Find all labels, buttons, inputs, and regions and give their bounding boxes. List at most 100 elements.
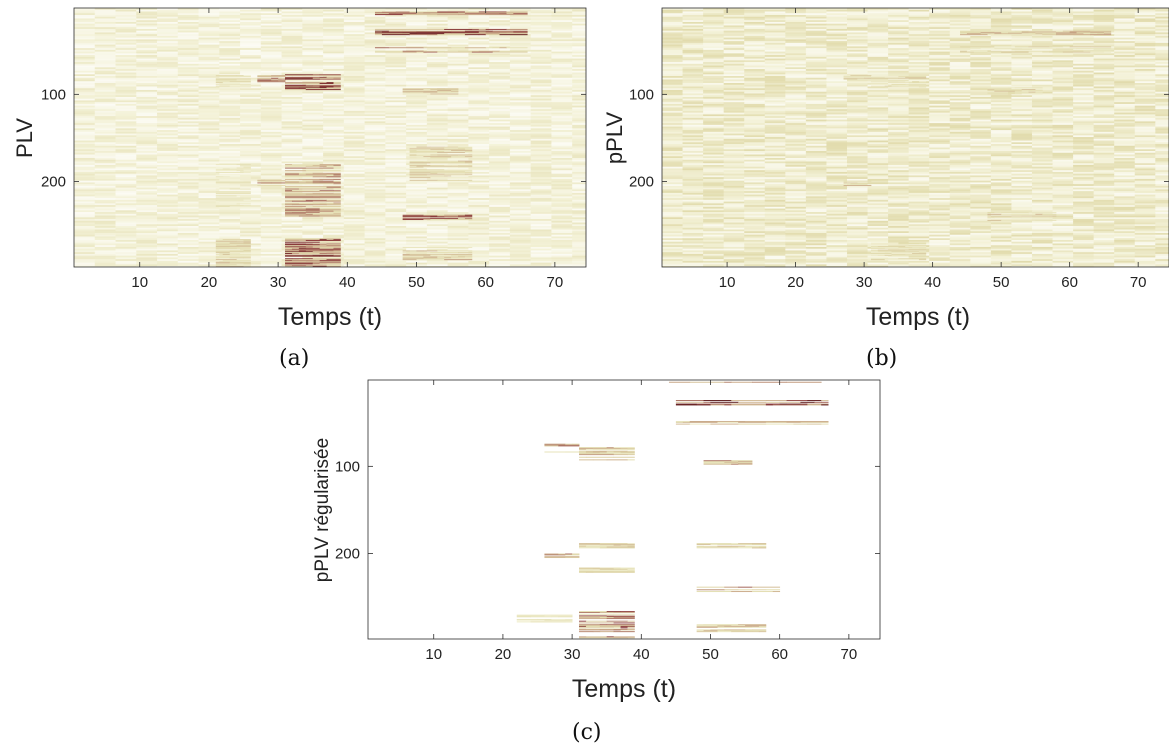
- heatmap-band-cell: [285, 175, 313, 176]
- heatmap-band-cell: [285, 183, 306, 184]
- heatmap-band-cell: [285, 203, 299, 204]
- heatmap-band-cell: [257, 75, 271, 76]
- heatmap-band-cell: [423, 215, 444, 216]
- heatmap-band-cell: [423, 47, 451, 48]
- heatmap-band-cell: [223, 239, 251, 240]
- heatmap-band-cell: [458, 218, 465, 219]
- heatmap-band-cell: [465, 247, 472, 248]
- heatmap-band-cell: [375, 51, 403, 52]
- heatmap-band-cell: [216, 240, 244, 241]
- x-tick-label: 40: [339, 274, 356, 291]
- y-tick-label: 200: [41, 174, 66, 191]
- heatmap-band-cell: [285, 190, 292, 191]
- heatmap-band-cell: [486, 47, 493, 48]
- heatmap-band-cell: [306, 215, 341, 216]
- heatmap-band-cell: [292, 249, 306, 250]
- heatmap-band-cell: [320, 74, 341, 75]
- heatmap-band-cell: [244, 181, 251, 182]
- heatmap-band-cell: [444, 29, 472, 30]
- heatmap-band-cell: [320, 253, 327, 254]
- heatmap-band-cell: [320, 197, 341, 198]
- heatmap-band-cell: [216, 175, 251, 176]
- heatmap-band-cell: [320, 179, 334, 180]
- heatmap-band-cell: [216, 246, 251, 247]
- heatmap-band-cell: [216, 239, 223, 240]
- heatmap-band-cell: [237, 241, 251, 242]
- heatmap-band-cell: [320, 190, 334, 191]
- heatmap-band-cell: [306, 250, 334, 251]
- heatmap-band-cell: [216, 199, 244, 200]
- heatmap-band-cell: [230, 206, 251, 207]
- heatmap-band-cell: [216, 264, 237, 265]
- heatmap-band-cell: [285, 204, 292, 205]
- heatmap-band-cell: [285, 208, 320, 209]
- heatmap-band-cell: [403, 91, 438, 92]
- heatmap-band-cell: [320, 244, 327, 245]
- heatmap-band-cell: [216, 198, 251, 199]
- heatmap-band-cell: [465, 13, 500, 14]
- heatmap-band-cell: [430, 218, 458, 219]
- heatmap-band-cell: [465, 172, 472, 173]
- heatmap-band-cell: [403, 257, 424, 258]
- heatmap-band-cell: [257, 180, 264, 181]
- heatmap-band-cell: [430, 252, 458, 253]
- heatmap-band-cell: [403, 92, 410, 93]
- heatmap-band-cell: [285, 181, 313, 182]
- heatmap-band-cell: [410, 151, 445, 152]
- heatmap-band-cell: [216, 257, 230, 258]
- heatmap-band-cell: [410, 152, 417, 153]
- heatmap-band-cell: [403, 256, 438, 257]
- heatmap-band-cell: [313, 251, 341, 252]
- heatmap-band-cell: [216, 206, 230, 207]
- heatmap-band-cell: [403, 52, 417, 53]
- heatmap-band-cell: [327, 239, 334, 240]
- heatmap-band-cell: [333, 183, 340, 184]
- heatmap-band-cell: [437, 180, 458, 181]
- heatmap-band-cell: [451, 91, 458, 92]
- heatmap-band-cell: [479, 11, 507, 12]
- heatmap-band-cell: [320, 203, 341, 204]
- heatmap-band-cell: [320, 212, 341, 213]
- y-tick-label: 100: [41, 86, 66, 103]
- heatmap-band-cell: [437, 152, 465, 153]
- heatmap-band-cell: [430, 162, 465, 163]
- heatmap-band-cell: [389, 47, 424, 48]
- heatmap-band-cell: [285, 165, 313, 166]
- heatmap-band-cell: [465, 152, 472, 153]
- heatmap-band-cell: [230, 168, 237, 169]
- heatmap-band-cell: [285, 256, 320, 257]
- heatmap-band-cell: [244, 205, 251, 206]
- heatmap-band-cell: [257, 182, 271, 183]
- heatmap-band-cell: [486, 29, 507, 30]
- heatmap-band-cell: [285, 179, 299, 180]
- heatmap-band-cell: [313, 190, 320, 191]
- heatmap-band-cell: [382, 11, 396, 12]
- heatmap-band-cell: [320, 262, 341, 263]
- heatmap-band-cell: [292, 261, 306, 262]
- heatmap-band-cell: [285, 262, 320, 263]
- heatmap-band-cell: [216, 178, 251, 179]
- heatmap-band-cell: [285, 182, 299, 183]
- heatmap-band-cell: [306, 243, 313, 244]
- heatmap-band-cell: [430, 93, 458, 94]
- heatmap-band-cell: [444, 257, 451, 258]
- heatmap-band-cell: [479, 12, 507, 13]
- heatmap-band-cell: [327, 245, 341, 246]
- heatmap-band-cell: [410, 162, 431, 163]
- heatmap-band-cell: [285, 189, 299, 190]
- heatmap-band-cell: [416, 32, 451, 33]
- heatmap-band-cell: [320, 263, 341, 264]
- heatmap-band-cell: [327, 200, 341, 201]
- heatmap-band-cell: [444, 219, 472, 220]
- heatmap-band-cell: [285, 209, 320, 210]
- heatmap-band-cell: [292, 201, 313, 202]
- heatmap-band-cell: [403, 93, 431, 94]
- heatmap-band-cell: [285, 246, 306, 247]
- heatmap-band-cell: [216, 251, 244, 252]
- heatmap-band-cell: [465, 215, 472, 216]
- heatmap-band-cell: [403, 252, 410, 253]
- heatmap-band-cell: [403, 255, 424, 256]
- heatmap-band-cell: [306, 261, 341, 262]
- heatmap-band-cell: [410, 155, 424, 156]
